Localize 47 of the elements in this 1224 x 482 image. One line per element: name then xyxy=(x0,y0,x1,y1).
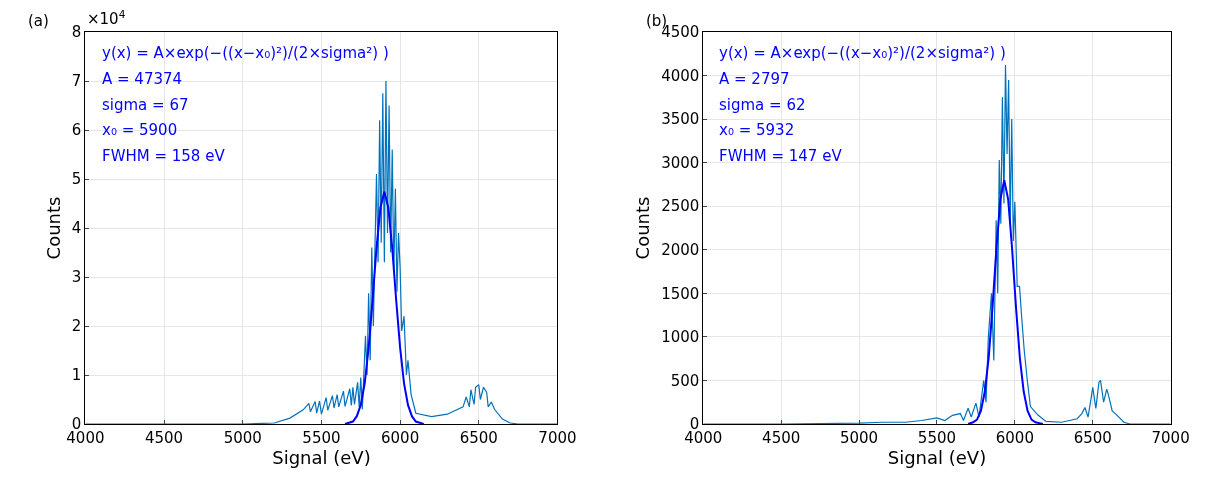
x-tick-label: 6500 xyxy=(1073,429,1112,447)
x-axis-title: Signal (eV) xyxy=(272,447,371,468)
x-tick-label: 5500 xyxy=(302,429,341,447)
y-tick-label: 8 xyxy=(71,23,82,42)
annotation: A = 2797 xyxy=(719,70,790,88)
y-tick-label: 2000 xyxy=(661,241,700,260)
annotation: x₀ = 5900 xyxy=(102,121,178,139)
text: ×10$^{4}$ xyxy=(87,8,126,29)
annotation: FWHM = 158 eV xyxy=(102,147,226,165)
y-axis-title: Counts xyxy=(632,196,654,260)
x-tick-label: 7000 xyxy=(1151,429,1190,447)
annotation: sigma = 62 xyxy=(719,96,806,114)
y-tick-label: 6 xyxy=(71,121,82,140)
annotation: y(x) = A×exp(−((x−x₀)²)/(2×sigma²) ) xyxy=(719,44,1006,62)
y-tick-label: 500 xyxy=(670,371,700,390)
line-series xyxy=(703,64,1171,424)
line-series xyxy=(967,179,1044,424)
x-tick-label: 5000 xyxy=(839,429,879,447)
x-axis-title: Signal (eV) xyxy=(887,447,987,468)
y-tick-label: 7 xyxy=(71,72,82,91)
y-tick-label: 3500 xyxy=(661,110,700,129)
annotation: FWHM = 147 eV xyxy=(719,147,843,165)
x-tick-label: 6000 xyxy=(995,429,1034,447)
x-tick-label: 5000 xyxy=(223,429,262,447)
y-axis-title: Counts xyxy=(43,196,65,260)
y-tick-label: 5 xyxy=(71,170,82,189)
y-tick-label: 3 xyxy=(71,268,82,287)
y-tick-label: 2 xyxy=(71,317,82,336)
y-tick-label: 1500 xyxy=(661,284,700,303)
y-tick-label: 4 xyxy=(71,219,82,238)
line-series xyxy=(344,190,425,424)
x-tick-label: 5500 xyxy=(917,429,957,447)
y-tick-label: 3000 xyxy=(661,153,700,172)
chart-title: (a) xyxy=(28,12,49,30)
annotation: y(x) = A×exp(−((x−x₀)²)/(2×sigma²) ) xyxy=(102,44,389,62)
x-tick-label: 4500 xyxy=(144,429,184,447)
x-tick-label: 6500 xyxy=(459,429,498,447)
x-tick-label: 7000 xyxy=(538,429,577,447)
annotation: x₀ = 5932 xyxy=(719,121,795,139)
x-tick-label: 4500 xyxy=(762,429,801,447)
y-tick-label: 1000 xyxy=(661,328,700,347)
y-tick-label: 2500 xyxy=(661,197,700,216)
y-tick-label: 1 xyxy=(71,366,82,385)
annotation: sigma = 67 xyxy=(102,96,189,114)
annotation: A = 47374 xyxy=(102,70,183,88)
y-tick-label: 4000 xyxy=(661,66,700,85)
x-tick-label: 6000 xyxy=(381,429,420,447)
